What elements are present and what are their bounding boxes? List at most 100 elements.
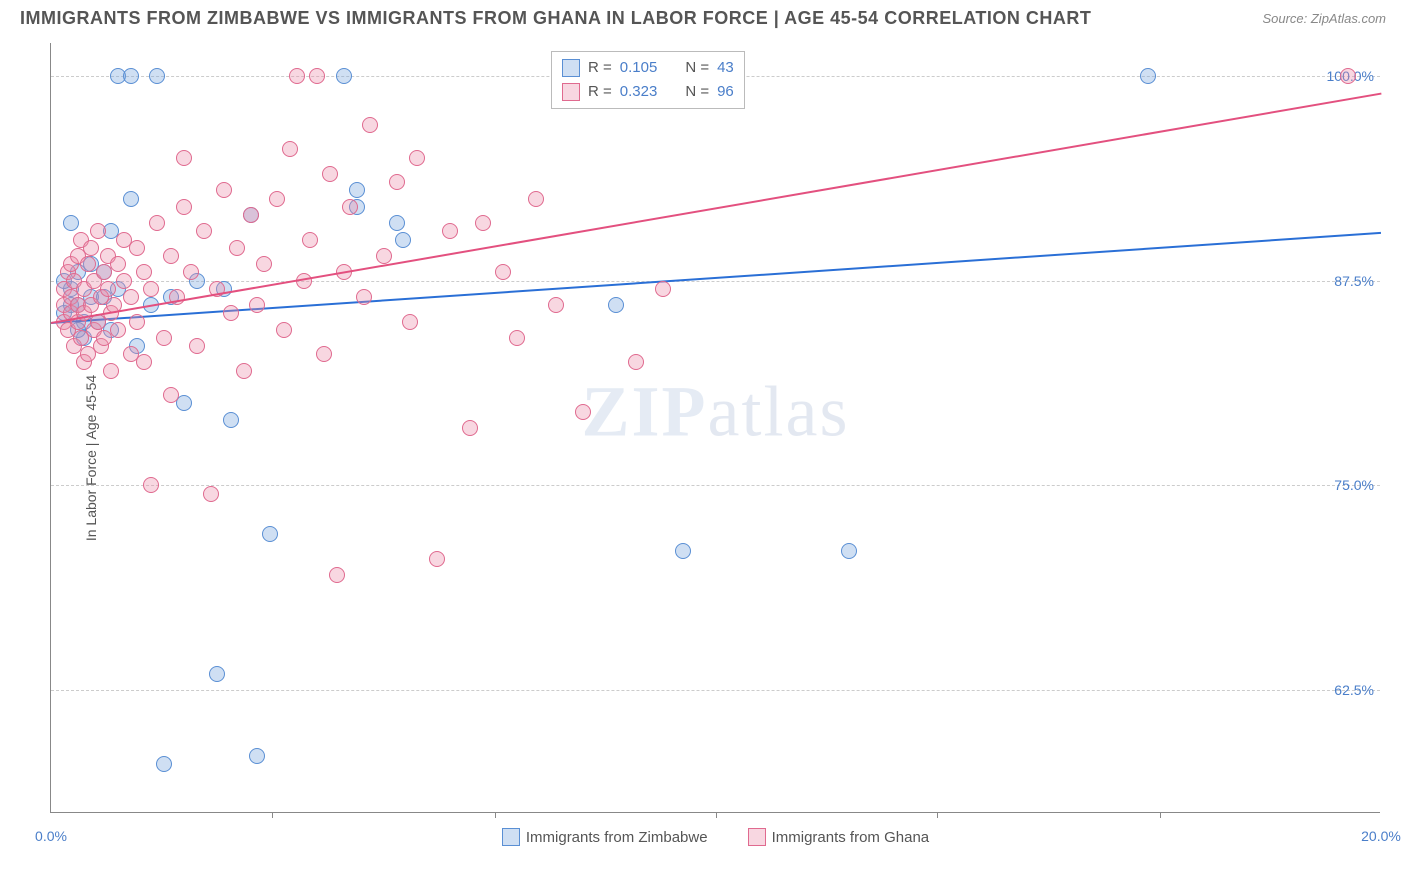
scatter-point-ghana	[110, 256, 126, 272]
swatch-ghana	[748, 828, 766, 846]
legend-item-zimbabwe: Immigrants from Zimbabwe	[502, 828, 708, 846]
scatter-point-zimbabwe	[841, 543, 857, 559]
scatter-point-zimbabwe	[608, 297, 624, 313]
legend-label: Immigrants from Zimbabwe	[526, 829, 708, 846]
scatter-point-ghana	[362, 117, 378, 133]
r-value: 0.105	[620, 56, 658, 80]
scatter-point-ghana	[176, 150, 192, 166]
n-value: 96	[717, 80, 734, 104]
scatter-point-ghana	[149, 215, 165, 231]
scatter-point-zimbabwe	[389, 215, 405, 231]
legend-item-ghana: Immigrants from Ghana	[748, 828, 930, 846]
scatter-point-zimbabwe	[1140, 68, 1156, 84]
n-value: 43	[717, 56, 734, 80]
scatter-point-ghana	[548, 297, 564, 313]
chart-container: In Labor Force | Age 45-54 ZIPatlas Immi…	[0, 33, 1406, 883]
bottom-legend: Immigrants from Zimbabwe Immigrants from …	[51, 828, 1380, 846]
scatter-point-ghana	[628, 354, 644, 370]
scatter-point-ghana	[156, 330, 172, 346]
r-label: R =	[588, 80, 612, 104]
plot-area: ZIPatlas Immigrants from ZimbabweImmigra…	[50, 43, 1380, 813]
x-tick-mark	[495, 812, 496, 818]
scatter-point-zimbabwe	[249, 748, 265, 764]
scatter-point-ghana	[229, 240, 245, 256]
scatter-point-ghana	[1340, 68, 1356, 84]
watermark-atlas: atlas	[708, 372, 850, 452]
scatter-point-ghana	[203, 486, 219, 502]
x-tick-label: 0.0%	[35, 828, 67, 844]
scatter-point-ghana	[282, 141, 298, 157]
scatter-point-ghana	[356, 289, 372, 305]
scatter-point-zimbabwe	[176, 395, 192, 411]
gridline-h	[51, 690, 1380, 691]
scatter-point-ghana	[143, 281, 159, 297]
scatter-point-ghana	[103, 363, 119, 379]
scatter-point-ghana	[389, 174, 405, 190]
scatter-point-zimbabwe	[209, 666, 225, 682]
source-label: Source: ZipAtlas.com	[1262, 11, 1386, 26]
scatter-point-ghana	[100, 281, 116, 297]
y-tick-label: 75.0%	[1334, 477, 1374, 493]
scatter-point-zimbabwe	[149, 68, 165, 84]
scatter-point-ghana	[129, 314, 145, 330]
scatter-point-ghana	[123, 289, 139, 305]
y-tick-label: 87.5%	[1334, 273, 1374, 289]
watermark-zip: ZIP	[582, 372, 708, 452]
scatter-point-ghana	[575, 404, 591, 420]
scatter-point-ghana	[216, 182, 232, 198]
swatch-zimbabwe	[502, 828, 520, 846]
scatter-point-zimbabwe	[123, 68, 139, 84]
scatter-point-ghana	[495, 264, 511, 280]
scatter-point-zimbabwe	[63, 215, 79, 231]
correlation-row-zimbabwe: R = 0.105 N = 43	[562, 56, 734, 80]
scatter-point-ghana	[309, 68, 325, 84]
scatter-point-ghana	[129, 240, 145, 256]
x-tick-mark	[937, 812, 938, 818]
scatter-point-zimbabwe	[223, 412, 239, 428]
scatter-point-ghana	[276, 322, 292, 338]
x-tick-mark	[272, 812, 273, 818]
scatter-point-ghana	[376, 248, 392, 264]
scatter-point-zimbabwe	[349, 182, 365, 198]
scatter-point-ghana	[528, 191, 544, 207]
scatter-point-ghana	[402, 314, 418, 330]
scatter-point-ghana	[475, 215, 491, 231]
scatter-point-ghana	[462, 420, 478, 436]
scatter-point-ghana	[442, 223, 458, 239]
scatter-point-ghana	[83, 240, 99, 256]
scatter-point-zimbabwe	[675, 543, 691, 559]
scatter-point-zimbabwe	[156, 756, 172, 772]
correlation-box: R = 0.105 N = 43 R = 0.323 N = 96	[551, 51, 745, 109]
y-tick-label: 62.5%	[1334, 682, 1374, 698]
scatter-point-ghana	[163, 248, 179, 264]
scatter-point-zimbabwe	[395, 232, 411, 248]
r-label: R =	[588, 56, 612, 80]
scatter-point-ghana	[110, 322, 126, 338]
scatter-point-ghana	[316, 346, 332, 362]
x-tick-label: 20.0%	[1361, 828, 1401, 844]
scatter-point-ghana	[256, 256, 272, 272]
scatter-point-ghana	[269, 191, 285, 207]
scatter-point-zimbabwe	[336, 68, 352, 84]
n-label: N =	[685, 56, 709, 80]
swatch-zimbabwe	[562, 59, 580, 77]
gridline-h	[51, 281, 1380, 282]
scatter-point-ghana	[302, 232, 318, 248]
gridline-h	[51, 485, 1380, 486]
scatter-point-ghana	[116, 273, 132, 289]
scatter-point-ghana	[329, 567, 345, 583]
x-tick-mark	[716, 812, 717, 818]
scatter-point-ghana	[249, 297, 265, 313]
scatter-point-ghana	[236, 363, 252, 379]
scatter-point-ghana	[196, 223, 212, 239]
n-label: N =	[685, 80, 709, 104]
scatter-point-ghana	[176, 199, 192, 215]
watermark: ZIPatlas	[582, 371, 850, 454]
scatter-point-ghana	[189, 338, 205, 354]
scatter-point-ghana	[289, 68, 305, 84]
scatter-point-ghana	[509, 330, 525, 346]
r-value: 0.323	[620, 80, 658, 104]
x-tick-mark	[1160, 812, 1161, 818]
chart-title: IMMIGRANTS FROM ZIMBABWE VS IMMIGRANTS F…	[20, 8, 1091, 29]
scatter-point-ghana	[136, 354, 152, 370]
